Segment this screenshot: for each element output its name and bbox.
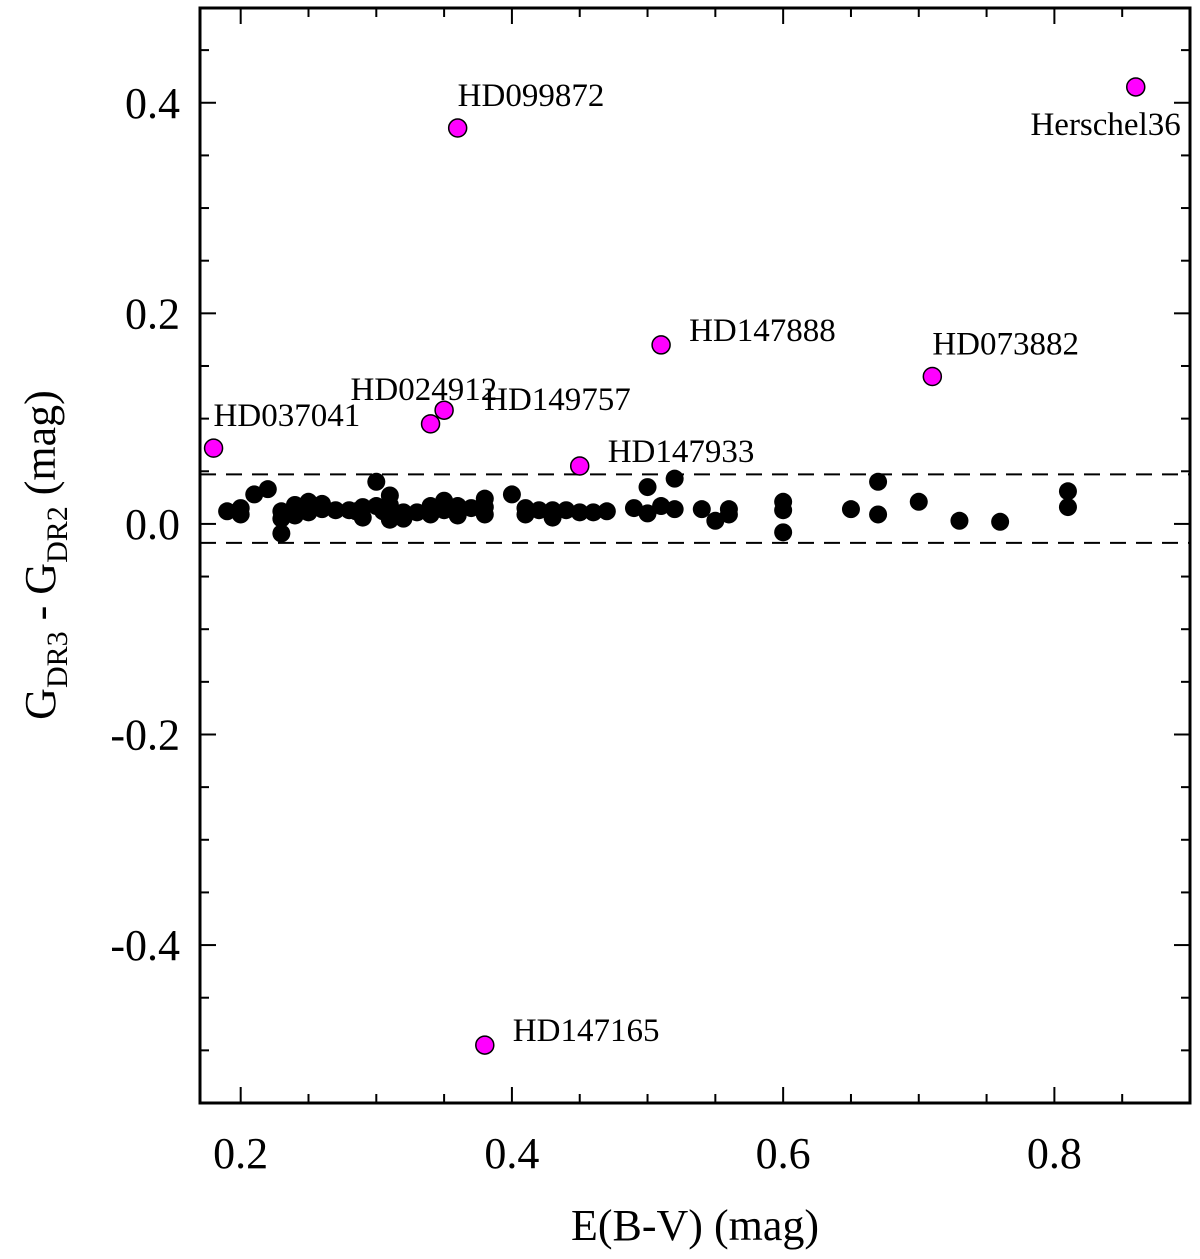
data-point	[462, 499, 481, 518]
data-point	[218, 502, 237, 521]
data-point	[597, 502, 616, 521]
y-tick-label: 0.0	[125, 500, 180, 549]
x-tick-label: 0.2	[213, 1129, 268, 1178]
axis-ticks	[200, 8, 1191, 1104]
x-tick-label: 0.6	[756, 1129, 811, 1178]
data-point	[245, 485, 264, 504]
data-point	[841, 500, 860, 519]
data-point	[774, 523, 793, 542]
data-point	[665, 500, 684, 519]
highlighted-point	[475, 1035, 495, 1055]
highlighted-point	[922, 366, 943, 387]
data-point	[475, 505, 494, 524]
highlighted-point	[420, 414, 441, 434]
data-point	[448, 506, 467, 525]
data-point	[272, 509, 291, 528]
point-annotation: HD149757	[484, 382, 631, 418]
data-point	[950, 511, 969, 530]
data-point	[380, 495, 399, 514]
data-point	[394, 509, 413, 528]
x-axis-label: E(B-V) (mag)	[571, 1201, 819, 1250]
data-point	[353, 508, 372, 527]
data-point	[638, 504, 657, 523]
point-annotation: HD147165	[513, 1013, 660, 1049]
data-point	[543, 508, 562, 527]
data-point	[584, 503, 603, 522]
point-annotation: Herschel36	[1030, 107, 1180, 143]
data-point	[231, 505, 250, 524]
data-point	[909, 492, 928, 511]
data-point	[869, 472, 888, 491]
y-axis-label: GDR3 - GDR2 (mag)	[16, 390, 74, 720]
highlighted-point	[447, 118, 468, 138]
y-tick-label: -0.4	[110, 921, 180, 970]
data-point	[407, 503, 426, 522]
data-point	[326, 501, 345, 520]
data-point	[869, 505, 888, 524]
highlighted-point	[569, 456, 590, 476]
point-annotation: HD073882	[932, 327, 1079, 363]
x-tick-label: 0.8	[1027, 1129, 1082, 1178]
y-tick-label: -0.2	[110, 710, 180, 759]
data-point	[692, 500, 711, 519]
data-point	[706, 511, 725, 530]
data-point	[665, 469, 684, 488]
point-annotation: HD147888	[689, 313, 836, 349]
data-point	[1058, 482, 1077, 501]
data-point	[624, 499, 643, 518]
point-annotation: HD147933	[608, 434, 755, 470]
data-point	[380, 510, 399, 529]
highlighted-point	[651, 335, 671, 355]
y-axis-label-tail: (mag)	[16, 390, 65, 506]
data-point	[530, 501, 549, 520]
y-tick-label: 0.2	[125, 289, 180, 338]
data-point	[258, 480, 277, 499]
data-point	[516, 505, 535, 524]
plot-frame	[198, 6, 1192, 1105]
x-tick-label: 0.4	[484, 1129, 539, 1178]
data-point	[1058, 498, 1077, 517]
data-point	[435, 501, 454, 520]
highlighted-point	[203, 438, 224, 458]
axis-tick-labels: 0.2 0.4 0.6 0.8 0.4 0.2 0.0 -0.2 -0.4	[110, 79, 1082, 1178]
reference-lines	[200, 473, 1190, 544]
data-point	[719, 505, 738, 524]
data-point	[638, 478, 657, 497]
data-point	[421, 505, 440, 524]
data-point	[313, 494, 332, 513]
y-tick-label: 0.4	[125, 79, 180, 128]
data-point	[272, 524, 291, 543]
data-point	[570, 503, 589, 522]
highlighted-point	[1126, 77, 1146, 97]
data-point	[299, 503, 318, 522]
data-point	[652, 497, 671, 516]
data-point	[991, 512, 1010, 531]
y-axis-label-main: G	[16, 688, 65, 720]
y-axis-label-mid: - G	[16, 563, 65, 631]
data-point	[367, 472, 386, 491]
data-points	[203, 77, 1146, 1055]
y-axis-label-sub1: DR3	[41, 631, 74, 688]
point-annotation: HD099872	[458, 78, 605, 114]
y-axis-label-sub2: DR2	[41, 506, 74, 563]
data-point	[774, 501, 793, 520]
data-point	[557, 501, 576, 520]
data-point	[502, 485, 521, 504]
highlighted-point	[434, 400, 454, 420]
point-annotation: HD037041	[214, 398, 361, 434]
point-annotation: HD024912	[351, 372, 498, 408]
